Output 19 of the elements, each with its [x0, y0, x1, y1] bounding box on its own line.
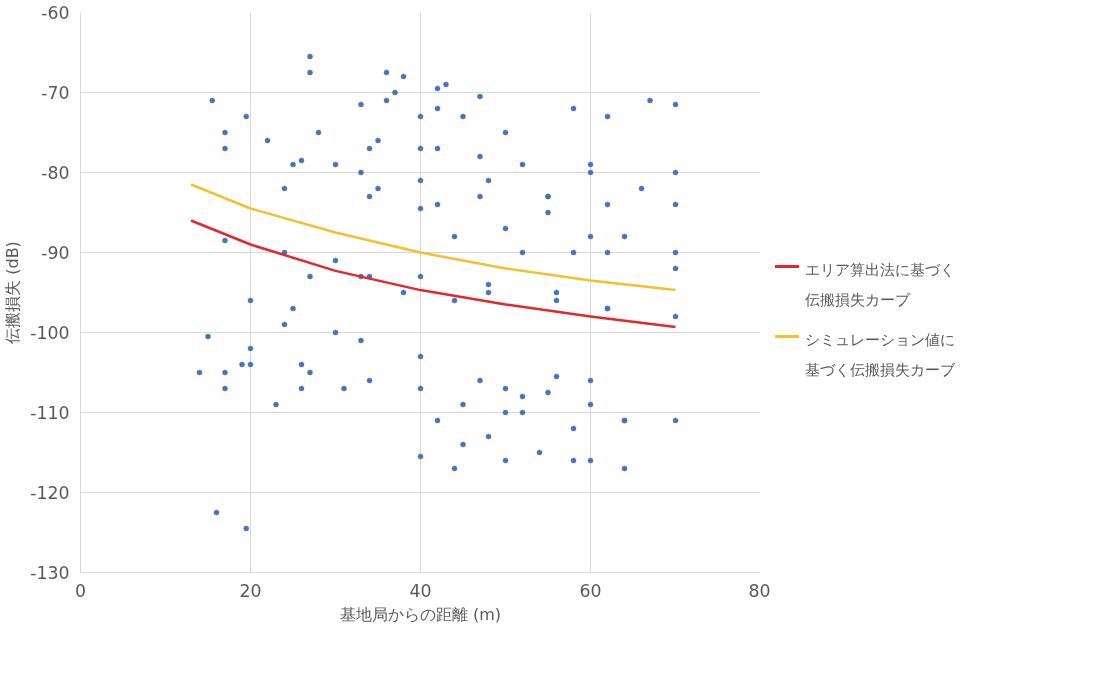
y-tick-label: -120: [30, 483, 70, 503]
y-tick-label: -60: [41, 3, 70, 23]
y-tick-label: -80: [41, 163, 70, 183]
y-tick-label: -100: [30, 323, 70, 343]
legend-label: エリア算出法に基づく伝搬損失カーブ: [805, 260, 955, 311]
x-axis-title: 基地局からの距離 (m): [339, 604, 502, 624]
legend-label: シミュレーション値に基づく伝搬損失カーブ: [805, 330, 955, 381]
x-tick-label: 60: [579, 580, 602, 601]
x-tick-label: 80: [748, 580, 771, 601]
y-tick-label: -90: [41, 243, 70, 263]
y-tick-label: -130: [30, 563, 70, 583]
x-tick-label: 0: [74, 580, 87, 601]
y-axis-title: 伝搬損失 (dB): [3, 241, 23, 344]
line-series: [189, 183, 677, 292]
x-tick-label: 40: [409, 580, 432, 601]
y-tick-label: -110: [30, 403, 70, 423]
y-tick-label: -70: [41, 83, 70, 103]
line-series: [189, 219, 677, 329]
x-tick-label: 20: [239, 580, 262, 601]
